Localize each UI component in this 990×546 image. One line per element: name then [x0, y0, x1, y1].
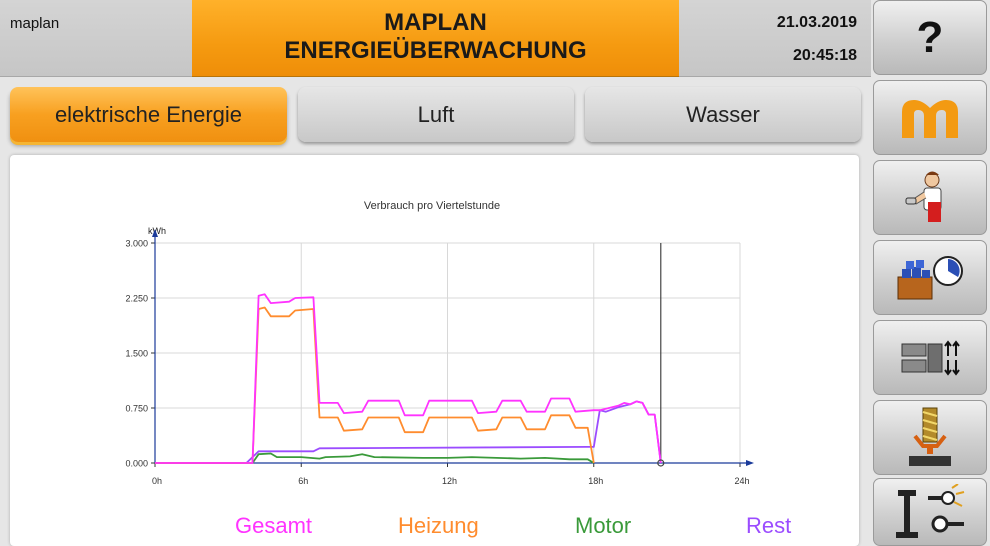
legend-heizung[interactable]: Heizung: [398, 513, 479, 538]
chart-y-tick-label: 1.500: [125, 349, 148, 359]
tab-air[interactable]: Luft: [298, 87, 574, 142]
chart-y-unit-label: kWh: [148, 226, 166, 236]
header-left-panel: maplan: [0, 0, 192, 77]
chart-y-tick-label: 0.000: [125, 459, 148, 469]
chart-marker-endpoint: [657, 459, 665, 467]
header-title-panel: MAPLAN ENERGIEÜBERWACHUNG: [192, 0, 679, 77]
mold-settings-icon: [901, 339, 960, 376]
chart-x-tick-label: 24h: [734, 476, 749, 486]
machine-name-label: maplan: [10, 15, 60, 32]
help-button[interactable]: ?: [873, 0, 987, 75]
tab-water[interactable]: Wasser: [585, 87, 861, 142]
chart-series-motor: [155, 452, 595, 464]
injection-unit-icon: [909, 407, 951, 466]
tab-electric-energy-label: elektrische Energie: [54, 101, 243, 127]
chart-series-gesamt: [155, 293, 662, 464]
legend-rest[interactable]: Rest: [746, 513, 792, 538]
operator-button[interactable]: [873, 160, 987, 235]
chart-x-tick-label: 18h: [588, 476, 603, 486]
chart-y-tick-label: 3.000: [125, 239, 148, 249]
title-line2: ENERGIEÜBERWACHUNG: [284, 37, 587, 64]
tab-air-label: Luft: [417, 101, 455, 127]
production-timer-icon: [897, 255, 963, 299]
chart-panel: [10, 155, 859, 546]
maplan-logo-button[interactable]: [873, 80, 987, 155]
help-icon: ?: [916, 12, 944, 62]
tab-electric-energy[interactable]: elektrische Energie: [10, 87, 287, 142]
chart-title: Verbrauch pro Viertelstunde: [364, 200, 500, 212]
legend-motor[interactable]: Motor: [575, 513, 632, 538]
legend-gesamt[interactable]: Gesamt: [235, 513, 313, 538]
tab-water-label: Wasser: [686, 101, 760, 127]
chart-y-axis-arrow: [152, 229, 158, 237]
injection-unit-button[interactable]: [873, 400, 987, 475]
chart-series-heizung: [155, 306, 595, 464]
chart-x-tick-label: 12h: [442, 476, 457, 486]
chart-x-tick-label: 0h: [152, 476, 162, 486]
chart-x-axis-arrow: [746, 460, 754, 466]
header-datetime-panel: 21.03.2019 20:45:18: [679, 0, 871, 77]
chart-x-tick-label: 6h: [298, 476, 308, 486]
maplan-logo-icon: [902, 99, 958, 138]
clamp-unit-icon: [896, 484, 965, 538]
time-label: 20:45:18: [792, 47, 857, 64]
mold-settings-button[interactable]: [873, 320, 987, 395]
clamp-unit-button[interactable]: [873, 478, 987, 546]
date-label: 21.03.2019: [776, 14, 857, 31]
chart-y-tick-label: 2.250: [125, 294, 148, 304]
operator-icon: [905, 171, 942, 222]
production-timer-button[interactable]: [873, 240, 987, 315]
chart-y-tick-label: 0.750: [125, 404, 148, 414]
title-line1: MAPLAN: [384, 9, 487, 36]
